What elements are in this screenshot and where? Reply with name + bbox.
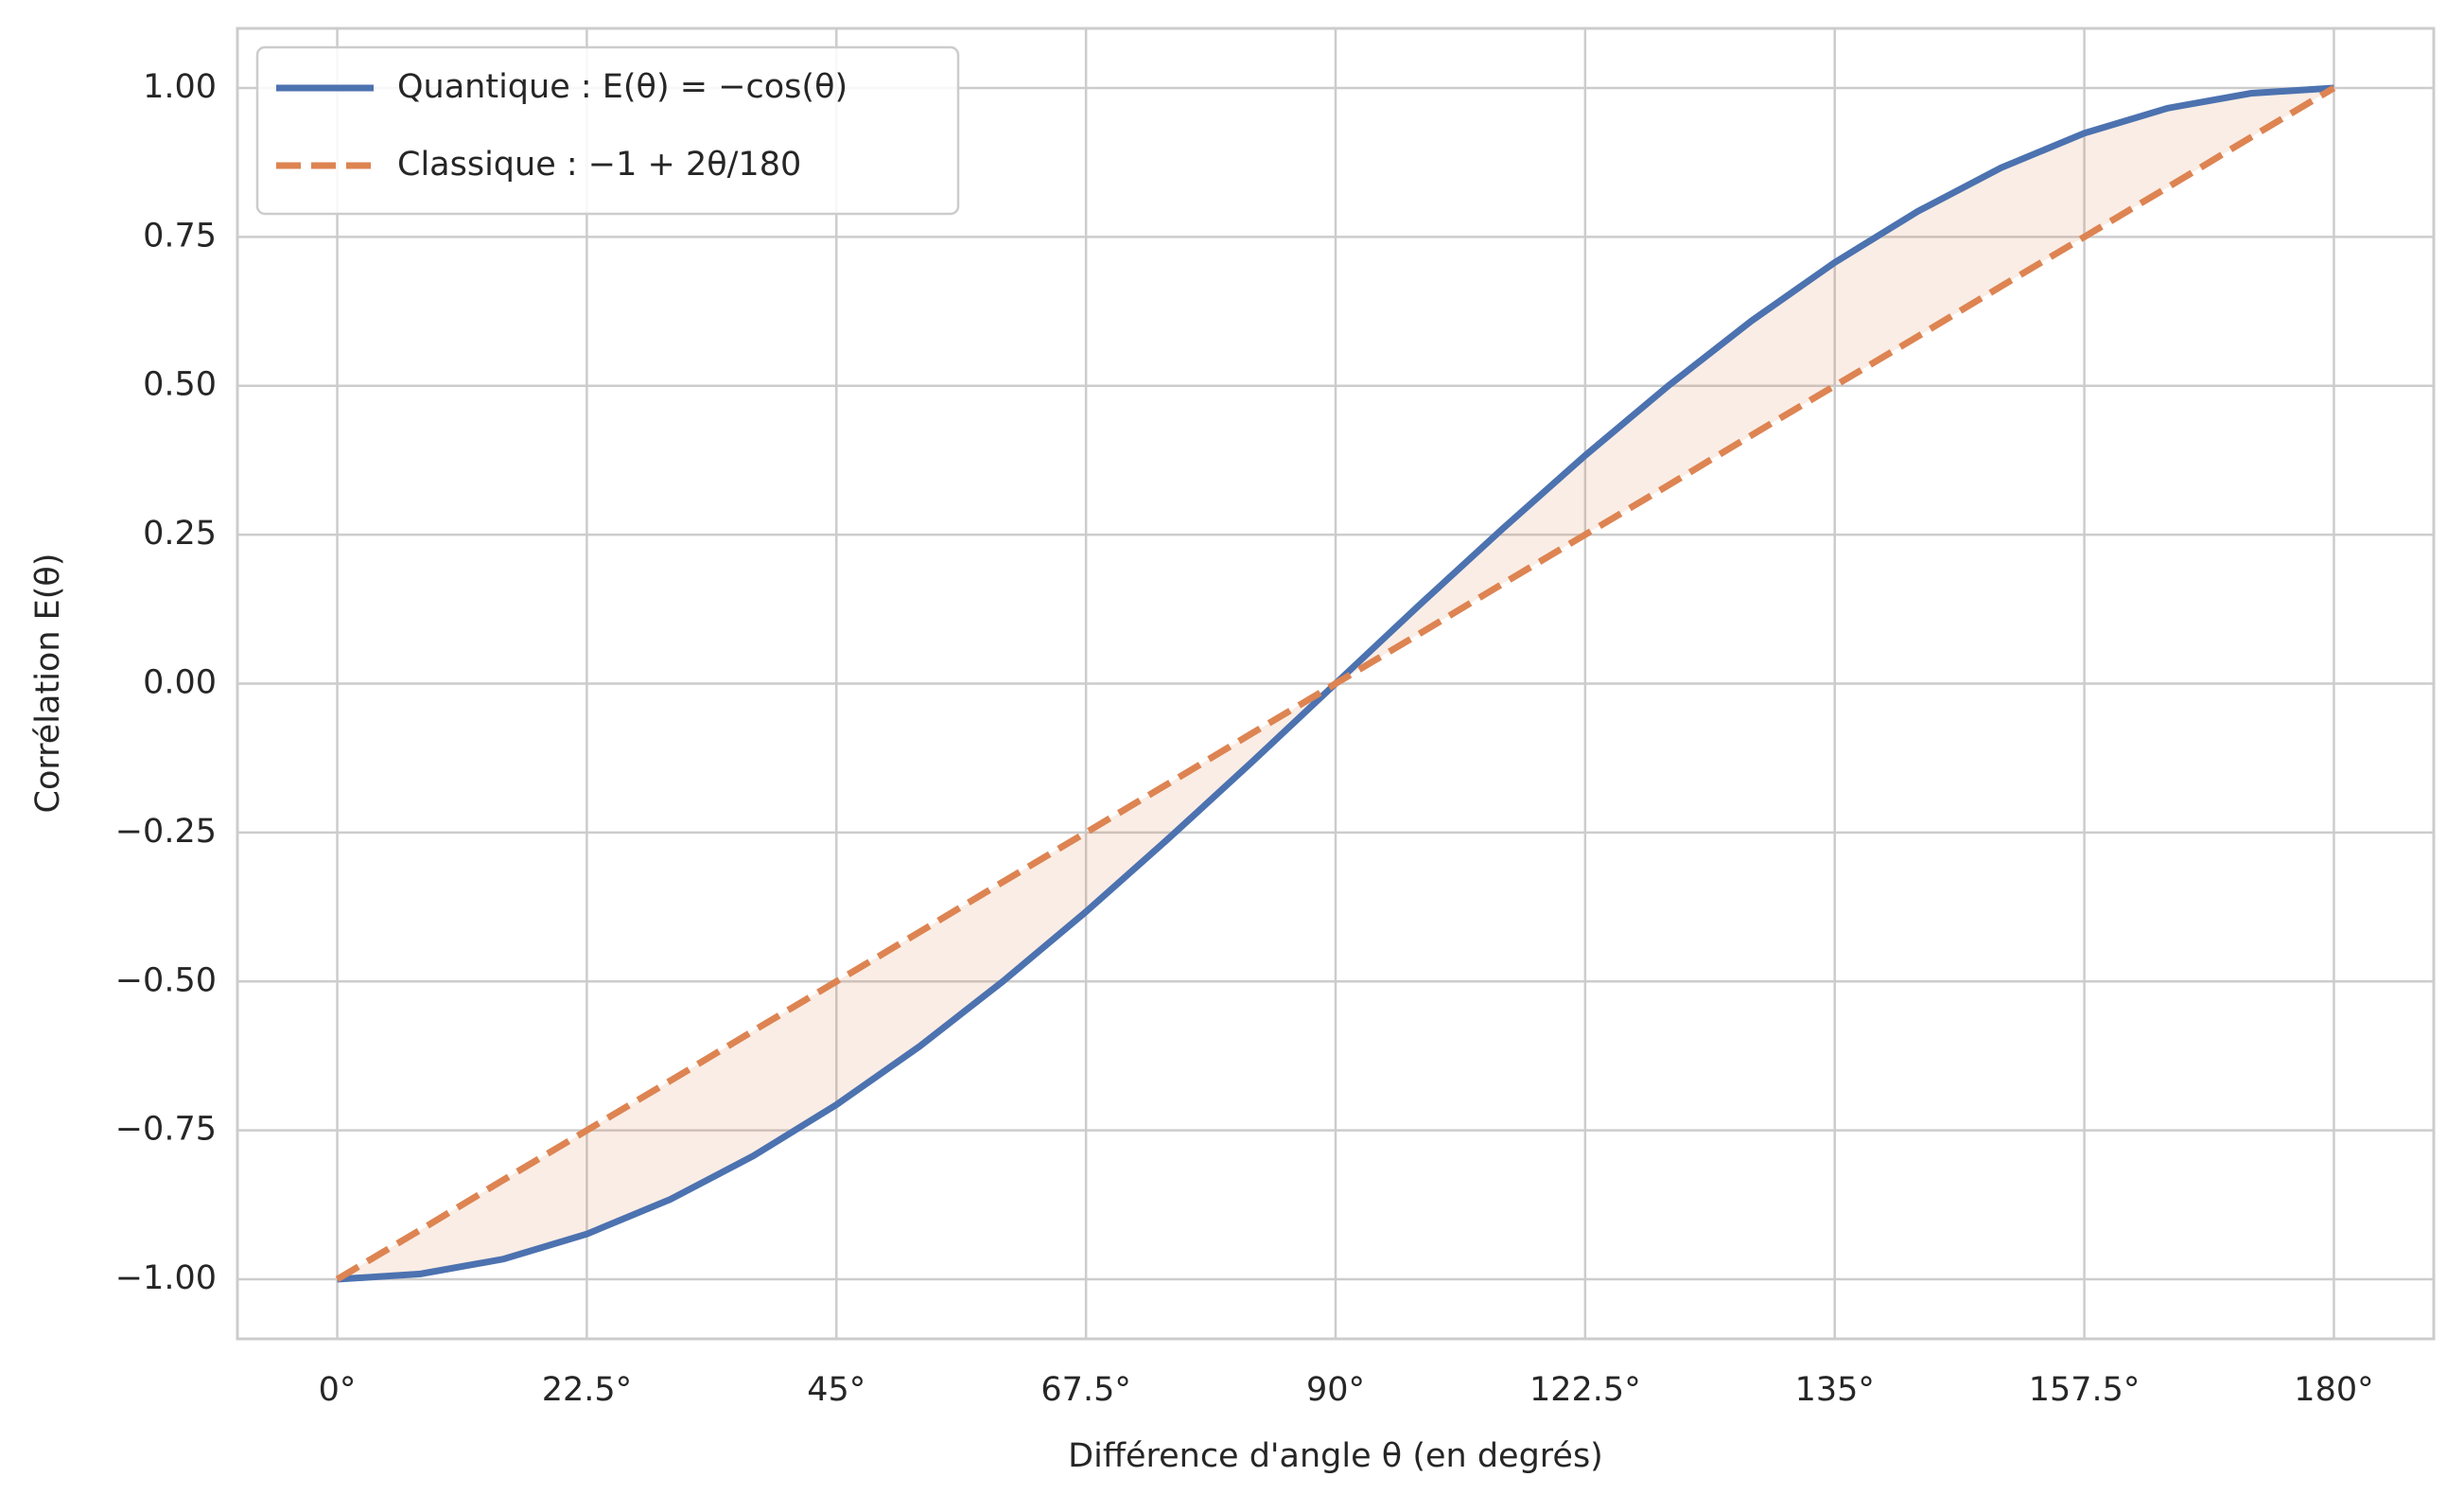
x-tick-label: 0° xyxy=(319,1371,357,1409)
y-tick-label: −0.75 xyxy=(115,1111,217,1149)
x-tick-label: 22.5° xyxy=(542,1371,632,1409)
x-tick-label: 67.5° xyxy=(1040,1371,1130,1409)
y-tick-label: 0.75 xyxy=(143,217,217,255)
legend-label: Quantique : E(θ) = −cos(θ) xyxy=(397,68,848,106)
plot-frame xyxy=(236,26,2436,1341)
y-tick-label: 1.00 xyxy=(143,68,217,106)
x-tick-label: 135° xyxy=(1795,1371,1875,1409)
legend-label: Classique : −1 + 2θ/180 xyxy=(397,146,801,184)
y-tick-label: 0.00 xyxy=(143,664,217,702)
y-tick-label: 0.50 xyxy=(143,366,217,404)
y-tick-label: −0.50 xyxy=(115,961,217,999)
x-tick-label: 157.5° xyxy=(2029,1371,2141,1409)
y-axis-label: Corrélation E(θ) xyxy=(29,554,67,814)
x-tick-label: 122.5° xyxy=(1529,1371,1641,1409)
x-tick-label: 180° xyxy=(2294,1371,2373,1409)
y-tick-label: −1.00 xyxy=(115,1259,217,1297)
x-axis-label: Différence d'angle θ (en degrés) xyxy=(1068,1437,1603,1475)
y-tick-label: 0.25 xyxy=(143,515,217,553)
y-tick-label: −0.25 xyxy=(115,813,217,851)
series-line xyxy=(335,84,2336,1283)
x-tick-label: 45° xyxy=(807,1371,865,1409)
legend-box xyxy=(255,45,960,216)
x-tick-label: 90° xyxy=(1306,1371,1365,1409)
